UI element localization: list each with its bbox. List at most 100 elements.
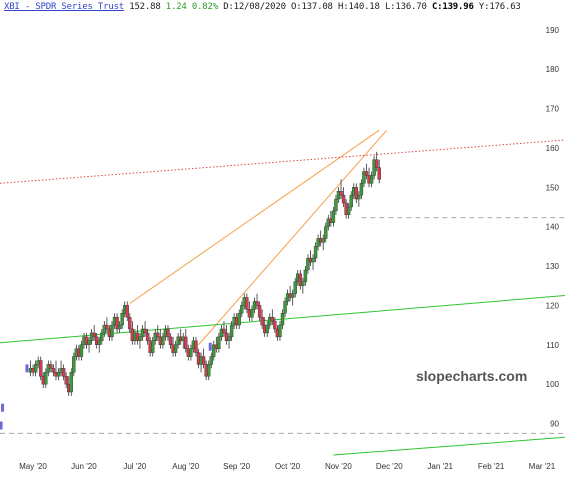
candle-body bbox=[61, 368, 66, 377]
candle-body bbox=[166, 328, 170, 338]
candle bbox=[298, 269, 303, 290]
high-value: 140.18 bbox=[348, 2, 380, 12]
candle-body bbox=[64, 376, 68, 385]
candle bbox=[224, 325, 229, 345]
candle-body bbox=[237, 313, 241, 326]
candle bbox=[135, 325, 140, 345]
candle-body bbox=[125, 305, 129, 318]
candle bbox=[245, 293, 249, 314]
candle-body bbox=[217, 336, 221, 349]
candle-body bbox=[298, 273, 303, 286]
candle-body bbox=[189, 348, 193, 357]
candle-body bbox=[51, 368, 56, 373]
x-tick-label: Sep '20 bbox=[223, 462, 250, 471]
candle-body bbox=[301, 281, 305, 286]
candle bbox=[173, 340, 178, 357]
candle bbox=[270, 309, 275, 326]
candle-body bbox=[222, 328, 226, 334]
candle-body bbox=[240, 305, 244, 314]
y-tick-label: 150 bbox=[546, 183, 560, 192]
y-tick-label: 100 bbox=[546, 380, 560, 389]
candle-layer bbox=[28, 151, 381, 396]
candle bbox=[237, 309, 241, 329]
candle bbox=[79, 340, 84, 361]
candle bbox=[110, 321, 114, 341]
y-axis: 190 180 170 160 150 140 130 120 110 100 90 bbox=[546, 26, 560, 429]
y-tick-label: 120 bbox=[546, 301, 560, 310]
symbol-ticker: XBI bbox=[4, 2, 20, 12]
candle-body bbox=[270, 316, 275, 322]
open-label: O: bbox=[291, 2, 302, 12]
candle bbox=[105, 317, 109, 333]
trendline-orange-upper bbox=[129, 129, 380, 304]
candle-body bbox=[278, 324, 282, 338]
candle bbox=[125, 301, 129, 322]
y-tick-label: 140 bbox=[546, 223, 560, 232]
date-value: 12/08/2020 bbox=[233, 2, 286, 12]
candle bbox=[374, 151, 379, 172]
price-marker bbox=[25, 364, 29, 373]
candle-body bbox=[334, 198, 338, 212]
candle bbox=[283, 297, 287, 318]
symbol-link[interactable]: XBI - SPDR Series Trust bbox=[4, 2, 124, 12]
candle-body bbox=[339, 190, 343, 196]
candle-body bbox=[120, 313, 124, 326]
candle bbox=[278, 321, 282, 341]
y-tick-label: 110 bbox=[546, 341, 559, 350]
close-value: 139.96 bbox=[442, 2, 474, 12]
candle bbox=[39, 356, 43, 381]
candle bbox=[161, 332, 165, 349]
candle bbox=[229, 321, 234, 341]
candle-body bbox=[265, 324, 269, 334]
high-label: H: bbox=[338, 2, 349, 12]
price-change-pct: 0.82% bbox=[191, 2, 218, 12]
candle bbox=[168, 332, 173, 349]
trendline-green-lower bbox=[333, 436, 565, 456]
candle bbox=[56, 368, 61, 381]
y-tick-label: 170 bbox=[546, 105, 560, 114]
candle bbox=[217, 332, 221, 353]
candle-body bbox=[227, 336, 231, 342]
candle bbox=[201, 348, 206, 369]
candle bbox=[120, 309, 124, 329]
candle bbox=[301, 277, 305, 294]
candle-body bbox=[151, 340, 155, 353]
candle bbox=[51, 364, 56, 377]
candle bbox=[359, 179, 364, 200]
candle-body bbox=[110, 324, 114, 338]
candle bbox=[222, 321, 226, 337]
candle bbox=[331, 206, 336, 227]
candle bbox=[377, 159, 381, 184]
candle-body bbox=[349, 194, 353, 208]
candle bbox=[303, 266, 308, 286]
candle-body bbox=[357, 194, 361, 200]
candle bbox=[184, 329, 188, 353]
candle bbox=[209, 352, 213, 369]
candle bbox=[250, 305, 254, 322]
candle bbox=[69, 368, 73, 396]
price-marker bbox=[1, 403, 5, 412]
candle bbox=[334, 195, 338, 215]
candle-body bbox=[100, 332, 104, 342]
y-tick-label: 180 bbox=[546, 65, 560, 74]
candle bbox=[92, 325, 96, 341]
candle-body bbox=[115, 316, 119, 330]
candle bbox=[61, 364, 66, 381]
candle bbox=[145, 329, 150, 345]
candle-body bbox=[374, 159, 379, 168]
candle bbox=[49, 360, 53, 373]
candle-body bbox=[377, 167, 381, 180]
marker-layer bbox=[0, 342, 212, 430]
candle bbox=[100, 329, 104, 345]
candle bbox=[128, 313, 132, 333]
open-value: 137.08 bbox=[301, 2, 333, 12]
candle bbox=[138, 332, 142, 349]
candle-body bbox=[56, 372, 61, 377]
x-tick-label: May '20 bbox=[19, 462, 47, 471]
candle bbox=[227, 332, 231, 349]
candle bbox=[143, 321, 147, 337]
candle-body bbox=[280, 313, 285, 326]
trendline-red-dotted bbox=[0, 139, 565, 184]
